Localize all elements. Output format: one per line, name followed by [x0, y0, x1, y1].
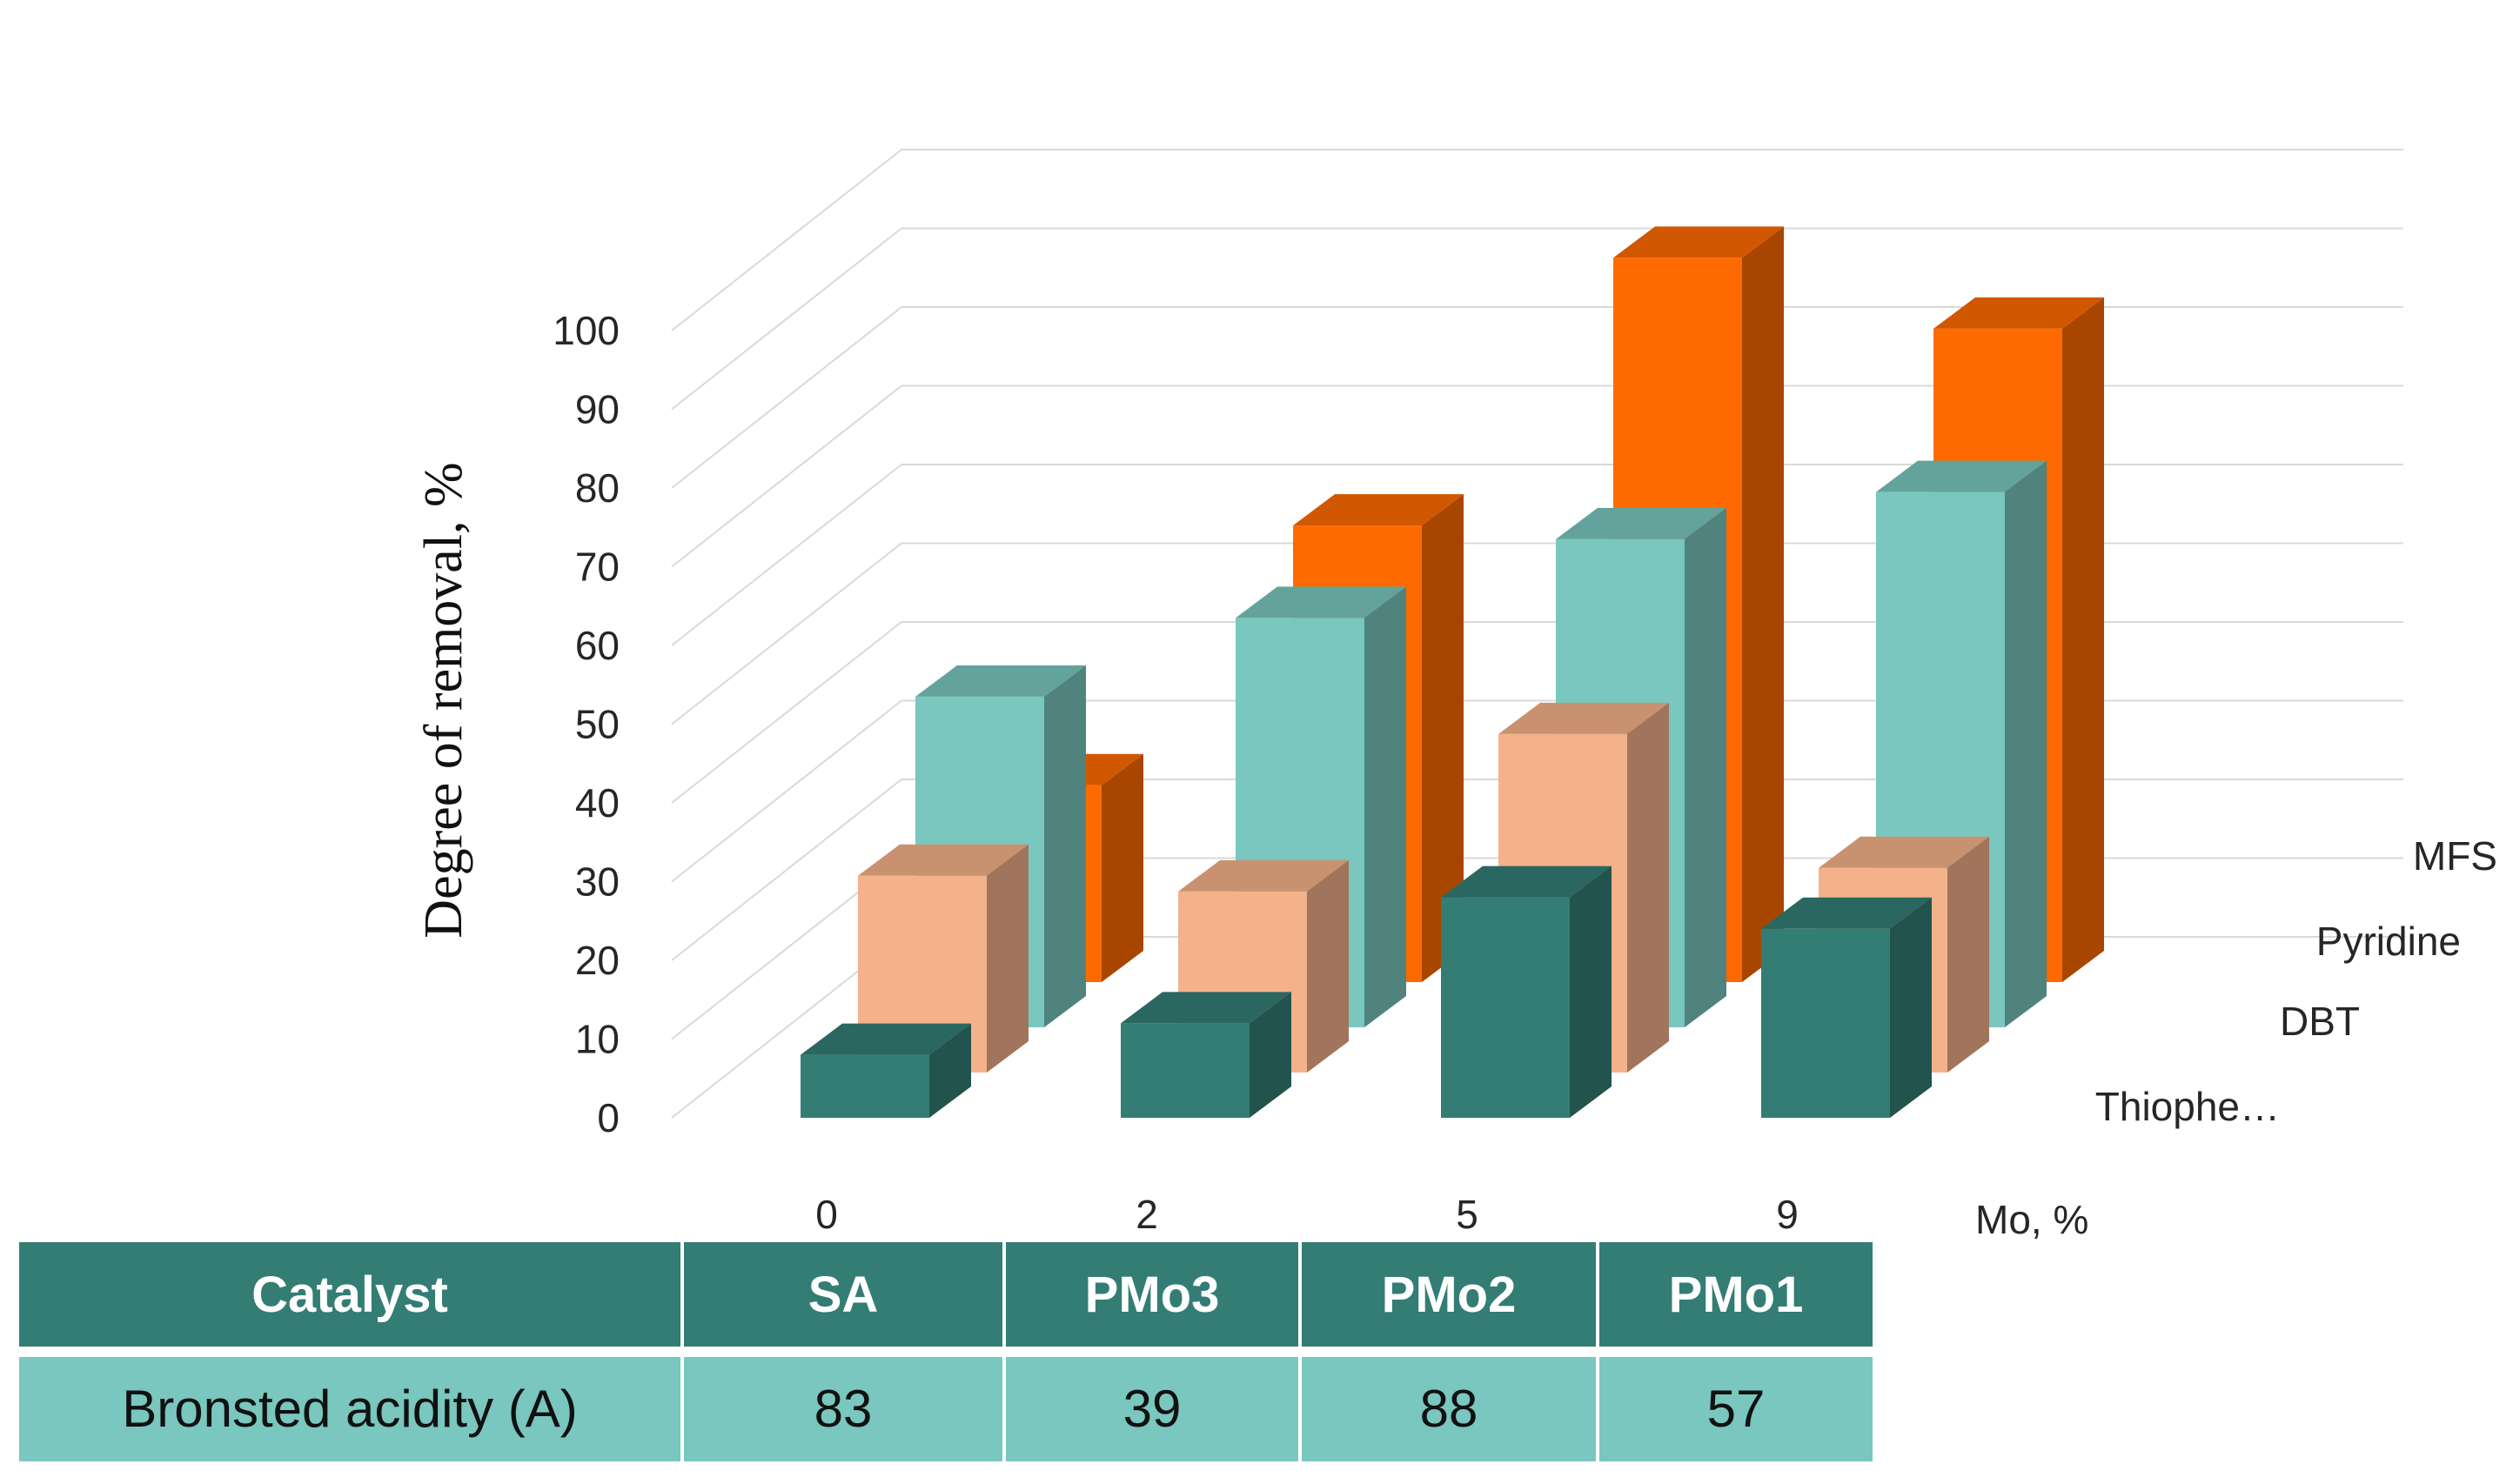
table-data-row: Bronsted acidity (A) 83 39 88 57: [19, 1357, 1873, 1461]
data-cell: 39: [1123, 1380, 1182, 1438]
bar-side: [929, 1023, 971, 1118]
bar-top: [1876, 460, 2047, 492]
bar-side: [1627, 702, 1669, 1073]
series-label: MFS: [2413, 833, 2497, 879]
y-tick-label: 30: [575, 859, 620, 905]
bar-side: [2062, 297, 2104, 983]
header-cell: PMo2: [1382, 1267, 1517, 1323]
x-axis-ticks: 0 2 5 9: [815, 1192, 1799, 1237]
header-cell-bg: [1006, 1242, 1298, 1347]
bar-side: [1307, 859, 1349, 1073]
bar-top: [1819, 836, 1989, 868]
bar-top: [915, 665, 1086, 697]
bar-side: [1044, 665, 1086, 1027]
table-header-row: Catalyst SA PMo3 PMo2 PMo1: [19, 1242, 1873, 1347]
bar: [1441, 866, 1612, 1118]
gridline: [671, 621, 902, 804]
bar: [1121, 992, 1291, 1118]
header-cell-bg: [1599, 1242, 1873, 1347]
bar-side: [987, 844, 1029, 1073]
data-cell-bg: [684, 1357, 1002, 1461]
header-cell-bg: [1302, 1242, 1596, 1347]
bar-top: [1761, 897, 1932, 929]
data-cell: Bronsted acidity (A): [122, 1380, 578, 1438]
bars: [801, 226, 2104, 1118]
header-cell: SA: [808, 1267, 879, 1323]
bar-side: [1570, 866, 1612, 1118]
bar-side: [2005, 460, 2047, 1027]
y-tick-label: 80: [575, 465, 620, 511]
gridline: [671, 699, 902, 883]
x-tick-label: 2: [1136, 1192, 1158, 1237]
bar-top: [1293, 494, 1464, 526]
bar-front: [1121, 1023, 1250, 1118]
y-tick-label: 0: [597, 1095, 620, 1140]
bar-top: [1556, 507, 1726, 539]
bar-side: [1250, 992, 1291, 1118]
gridline: [671, 306, 902, 489]
data-cell: 88: [1420, 1380, 1478, 1438]
header-cell: PMo3: [1085, 1267, 1220, 1323]
bar-side: [1890, 897, 1932, 1118]
data-cell-bg: [1302, 1357, 1596, 1461]
x-axis-label: Mo, %: [1975, 1197, 2088, 1242]
bar-side: [1947, 836, 1989, 1073]
y-axis-ticks: 0 10 20 30 40 50 60 70 80 90 100: [553, 308, 620, 1140]
gridline: [671, 149, 902, 331]
y-tick-label: 20: [575, 938, 620, 983]
y-tick-label: 90: [575, 387, 620, 432]
bar-top: [1441, 866, 1612, 898]
bar-side: [1742, 226, 1784, 982]
bar-side: [1422, 494, 1464, 982]
bar-side: [1102, 753, 1143, 982]
bar-top: [1236, 586, 1406, 618]
y-tick-label: 50: [575, 702, 620, 747]
bar: [801, 1023, 971, 1118]
y-tick-label: 60: [575, 623, 620, 668]
series-label: DBT: [2280, 999, 2360, 1044]
header-cell-bg: [19, 1242, 680, 1347]
series-label: Thiophe…: [2095, 1084, 2280, 1129]
y-tick-label: 40: [575, 780, 620, 826]
y-axis-label: Degree of removal, %: [414, 462, 473, 938]
gridline: [671, 779, 902, 961]
bar-front: [801, 1054, 929, 1118]
header-cell: Catalyst: [251, 1267, 448, 1323]
series-label: Pyridine: [2316, 919, 2461, 964]
header-cell-bg: [684, 1242, 1002, 1347]
gridline: [671, 227, 902, 411]
x-tick-label: 0: [815, 1192, 838, 1237]
y-tick-label: 10: [575, 1017, 620, 1062]
series-labels: Thiophe…DBT Pyridine MFS: [2095, 833, 2497, 1129]
data-cell: 57: [1707, 1380, 1766, 1438]
bar-front: [1761, 928, 1890, 1118]
gridline: [671, 464, 902, 646]
catalyst-table: Catalyst SA PMo3 PMo2 PMo1 Bronsted acid…: [19, 1242, 1873, 1461]
bar-top: [1178, 859, 1349, 892]
x-tick-label: 5: [1456, 1192, 1478, 1237]
bar-top: [1121, 992, 1291, 1024]
data-cell-bg: [1006, 1357, 1298, 1461]
bar: [1761, 897, 1932, 1118]
gridline: [671, 542, 902, 725]
header-cell: PMo1: [1669, 1267, 1804, 1323]
bar-top: [1498, 702, 1669, 734]
bar-side: [1685, 507, 1726, 1027]
bar-side: [1364, 586, 1406, 1027]
bar-top: [1613, 226, 1784, 258]
x-tick-label: 9: [1776, 1192, 1799, 1237]
y-tick-label: 70: [575, 545, 620, 590]
data-cell-bg: [1599, 1357, 1873, 1461]
bar-front: [1441, 897, 1570, 1118]
gridline: [671, 384, 902, 568]
data-cell-bg: [19, 1357, 680, 1461]
data-cell: 83: [814, 1380, 873, 1438]
bar-top: [801, 1023, 971, 1055]
y-tick-label: 100: [553, 308, 620, 353]
bar-top: [1933, 297, 2104, 329]
bar-top: [858, 844, 1029, 876]
